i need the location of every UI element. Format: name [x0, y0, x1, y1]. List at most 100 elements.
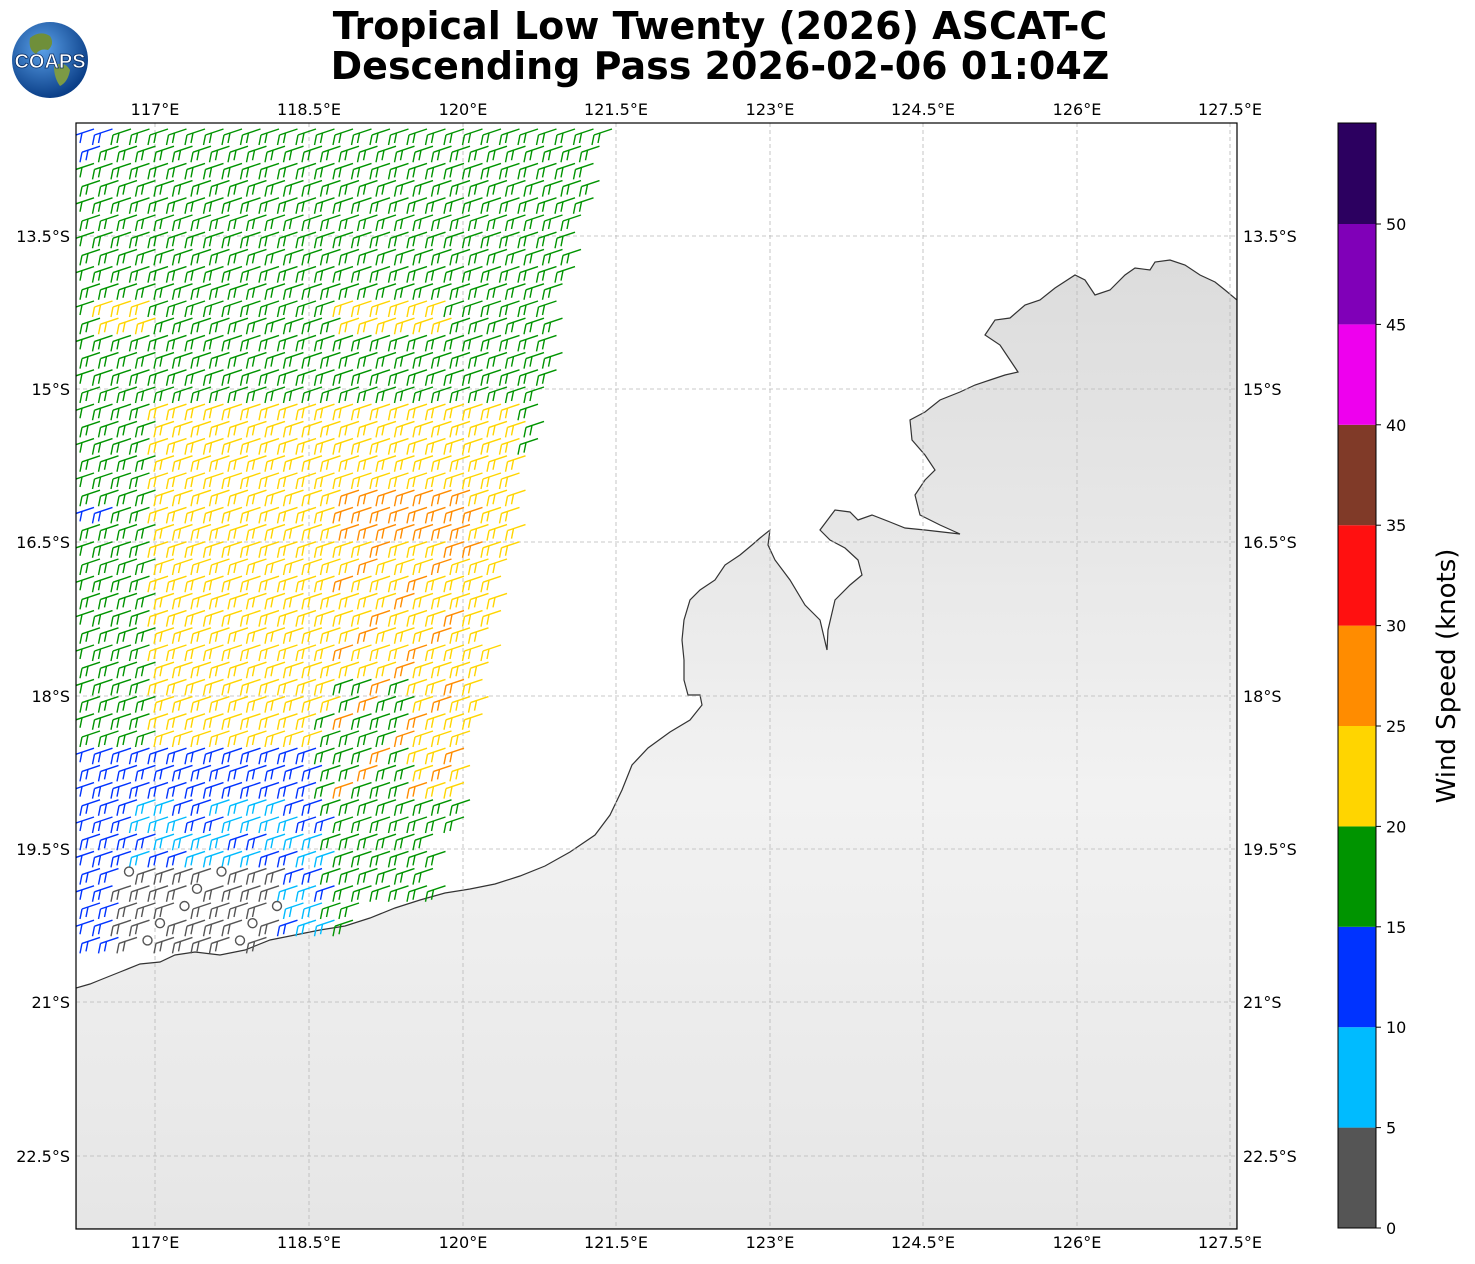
wind-barb: [79, 455, 101, 472]
wind-barb: [171, 386, 193, 404]
wind-barb: [356, 592, 378, 610]
wind-barb: [356, 179, 378, 197]
wind-barb: [467, 523, 489, 541]
wind-barb: [264, 523, 286, 541]
wind-barb: [295, 265, 317, 283]
wind-barb: [208, 214, 230, 232]
wind-barb: [535, 162, 557, 180]
wind-barb: [91, 472, 113, 490]
wind-barb: [486, 420, 508, 438]
wind-barb: [221, 541, 243, 558]
wind-barb: [276, 300, 298, 318]
wind-barb: [350, 644, 372, 662]
wind-barb: [91, 644, 113, 662]
wind-barb: [449, 351, 471, 369]
wind-barb: [375, 420, 397, 438]
wind-barb: [147, 541, 169, 558]
wind-barb: [375, 455, 397, 472]
wind-barb: [97, 179, 119, 197]
wind-barb: [184, 369, 206, 386]
wind-barb: [190, 695, 212, 713]
wind-barb: [393, 799, 415, 816]
wind-barb: [202, 231, 224, 249]
wind-barb: [461, 506, 483, 524]
wind-barb: [467, 627, 489, 644]
wind-barb: [153, 902, 175, 920]
wind-barb: [393, 455, 415, 472]
wind-barb: [369, 609, 391, 627]
wind-barb: [153, 627, 175, 644]
wind-barb: [116, 936, 138, 954]
wind-barb: [523, 420, 545, 438]
wind-barb: [147, 609, 169, 627]
wind-barb: [356, 867, 378, 885]
wind-barb: [412, 455, 434, 472]
wind-barb: [221, 506, 243, 524]
wind-barb: [319, 764, 341, 782]
colorbar-tick-label: 30: [1386, 617, 1406, 636]
wind-barb: [517, 128, 539, 146]
wind-barb: [208, 833, 230, 851]
wind-barb: [227, 145, 249, 163]
wind-barb: [332, 713, 354, 730]
wind-barb: [76, 300, 95, 316]
wind-barb: [295, 644, 317, 662]
wind-barb: [245, 420, 267, 438]
wind-barb: [91, 541, 113, 558]
wind-barb: [110, 781, 132, 799]
wind-barb: [467, 145, 489, 163]
wind-barb: [134, 661, 156, 679]
wind-barb: [480, 334, 502, 352]
wind-barb: [165, 265, 187, 283]
wind-barb: [282, 179, 304, 197]
wind-barb: [239, 334, 261, 352]
wind-barb: [369, 403, 391, 421]
wind-barb: [375, 145, 397, 163]
wind-barb: [393, 833, 415, 851]
wind-barb: [165, 644, 187, 662]
wind-barb: [227, 627, 249, 644]
wind-barb: [91, 162, 113, 180]
wind-barb: [301, 145, 323, 163]
wind-barb: [498, 334, 520, 352]
wind-barb: [239, 678, 261, 696]
wind-barb: [116, 214, 138, 232]
wind-barb: [430, 695, 452, 713]
wind-barb: [369, 197, 391, 214]
wind-barb: [239, 747, 261, 765]
wind-barb: [461, 472, 483, 490]
wind-barb: [554, 162, 576, 180]
colorbar-tick-label: 35: [1386, 516, 1406, 535]
wind-barb: [449, 179, 471, 197]
wind-barb: [301, 455, 323, 472]
wind-barb: [387, 850, 409, 868]
wind-barb: [375, 764, 397, 782]
wind-barb: [523, 351, 545, 369]
wind-barb: [239, 369, 261, 386]
wind-barb: [332, 472, 354, 490]
colorbar-tick-label: 10: [1386, 1018, 1406, 1037]
wind-barb: [184, 609, 206, 627]
wind-barb: [184, 162, 206, 180]
wind-barb: [171, 420, 193, 438]
wind-barb: [171, 489, 193, 507]
wind-barb: [79, 248, 101, 266]
wind-barb: [276, 850, 298, 868]
lat-labels-left: 13.5°S 15°S 16.5°S 18°S 19.5°S 21°S 22.5°S: [16, 227, 70, 1166]
wind-barb: [227, 489, 249, 507]
wind-barb: [79, 420, 101, 438]
wind-barb: [79, 764, 101, 782]
wind-barb: [356, 214, 378, 232]
wind-barb: [412, 558, 434, 576]
wind-barb: [338, 420, 360, 438]
wind-barb: [369, 885, 391, 902]
wind-barb: [245, 523, 267, 541]
wind-barb: [239, 403, 261, 421]
wind-barb: [313, 334, 335, 352]
wind-barb: [541, 351, 563, 369]
wind-barb: [128, 575, 150, 593]
wind-barb: [239, 472, 261, 490]
wind-barb: [356, 627, 378, 644]
wind-barb: [443, 506, 465, 524]
wind-barb: [295, 506, 317, 524]
